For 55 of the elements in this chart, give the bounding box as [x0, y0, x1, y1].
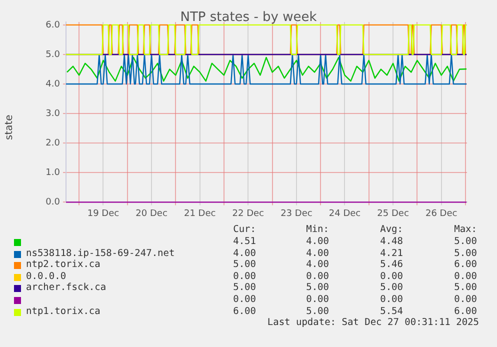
text: 6.00	[232, 306, 256, 317]
y-tick-label: 5.0	[46, 50, 60, 60]
text: 0.00	[232, 294, 256, 305]
text: 0.00	[379, 270, 403, 282]
y-tick-label: 4.0	[46, 79, 60, 90]
legend-label: archer.fsck.ca	[26, 282, 106, 294]
text: 5.00	[305, 282, 329, 294]
text: 5.00	[453, 282, 477, 294]
x-tick-label: 25 Dec	[377, 208, 409, 219]
legend-label: 0.0.0.0	[26, 270, 66, 282]
text: 4.00	[305, 259, 329, 270]
y-tick-label: 6.0	[46, 20, 60, 30]
text: Max:	[453, 224, 477, 235]
text: Cur:	[232, 224, 256, 235]
chart-title: NTP states - by week	[180, 10, 317, 25]
text: Last update: Sat Dec 27 00:31:11 2025	[267, 317, 479, 328]
x-tick-label: 22 Dec	[232, 208, 264, 219]
x-tick-label: 26 Dec	[425, 208, 458, 219]
legend-label: ntp1.torix.ca	[26, 306, 100, 317]
text: Min:	[305, 224, 329, 235]
text: 5.00	[232, 259, 256, 270]
text: 4.51	[232, 236, 256, 247]
y-tick-label: 2.0	[46, 138, 60, 148]
text: 6.00	[453, 306, 477, 317]
text: 0.00	[232, 270, 256, 282]
text: 4.00	[232, 248, 256, 259]
text: 0.00	[453, 270, 477, 282]
x-tick-label: 19 Dec	[87, 208, 120, 219]
text: 5.00	[379, 282, 403, 294]
text: 4.48	[379, 236, 403, 247]
y-tick-label: 1.0	[46, 168, 60, 178]
text: 4.00	[305, 248, 329, 259]
y-tick-label: 3.0	[46, 108, 60, 119]
y-axis-title: state	[4, 114, 16, 140]
x-tick-label: 23 Dec	[280, 208, 312, 219]
text: 5.00	[453, 248, 477, 259]
text: 0.00	[379, 294, 403, 305]
y-tick-label: 0.0	[46, 198, 60, 208]
x-tick-label: 20 Dec	[136, 208, 168, 219]
text: 4.21	[379, 248, 403, 259]
text: 5.46	[379, 259, 403, 270]
text: 5.00	[453, 236, 477, 247]
legend-label: ns538118.ip-158-69-247.net	[26, 248, 175, 259]
legend-label: ntp2.torix.ca	[26, 259, 100, 270]
text: 6.00	[453, 259, 477, 270]
text: 5.00	[305, 306, 329, 317]
text: 5.54	[379, 306, 403, 317]
text: 0.00	[305, 270, 329, 282]
x-tick-label: 21 Dec	[184, 208, 216, 219]
text: 5.00	[232, 282, 256, 294]
x-tick-label: 24 Dec	[328, 208, 361, 219]
text: Avg:	[379, 224, 403, 235]
text: 4.00	[305, 236, 329, 247]
text: 0.00	[453, 294, 477, 305]
text: 0.00	[305, 294, 329, 305]
